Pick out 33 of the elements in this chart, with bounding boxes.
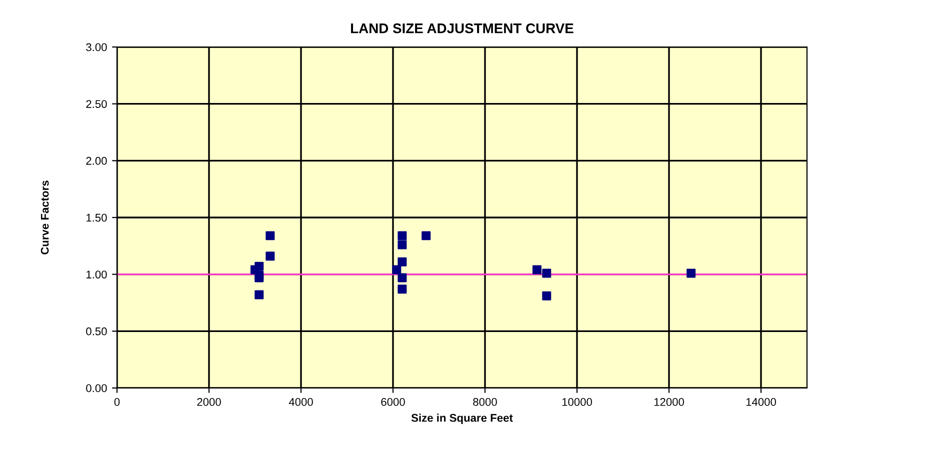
point (422, 231, 431, 240)
point (398, 284, 407, 294)
point (532, 265, 542, 274)
y-tick-label: 0.00 (86, 384, 107, 392)
point (686, 268, 696, 278)
point (266, 231, 275, 240)
point (398, 273, 407, 282)
point (542, 268, 552, 278)
point (392, 265, 402, 274)
x-tick-label: 4000 (288, 398, 313, 406)
y-tick-label: 0.50 (86, 327, 107, 336)
point (254, 290, 264, 300)
x-axis-title: Size in Square Feet (411, 414, 513, 424)
x-tick-label: 10000 (562, 398, 592, 406)
y-tick-label: 2.50 (86, 100, 107, 108)
point (398, 257, 407, 266)
chart-title: LAND SIZE ADJUSTMENT CURVE (351, 23, 574, 34)
y-tick-label: 1.50 (86, 214, 107, 222)
point (254, 273, 264, 282)
y-tick-label: 1.00 (86, 270, 107, 278)
point (398, 240, 407, 250)
x-tick-label: 8000 (473, 398, 497, 406)
x-tick-label: 0 (114, 398, 120, 406)
y-axis-title: Curve Factors (40, 180, 49, 254)
y-tick-label: 3.00 (86, 43, 107, 52)
x-tick-label: 2000 (197, 398, 221, 406)
point (542, 291, 552, 300)
y-tick-label: 2.00 (86, 156, 107, 165)
x-tick-label: 12000 (654, 398, 684, 406)
x-tick-label: 6000 (381, 398, 405, 406)
x-tick-label: 14000 (746, 398, 776, 406)
point (398, 231, 407, 240)
point (266, 252, 275, 261)
